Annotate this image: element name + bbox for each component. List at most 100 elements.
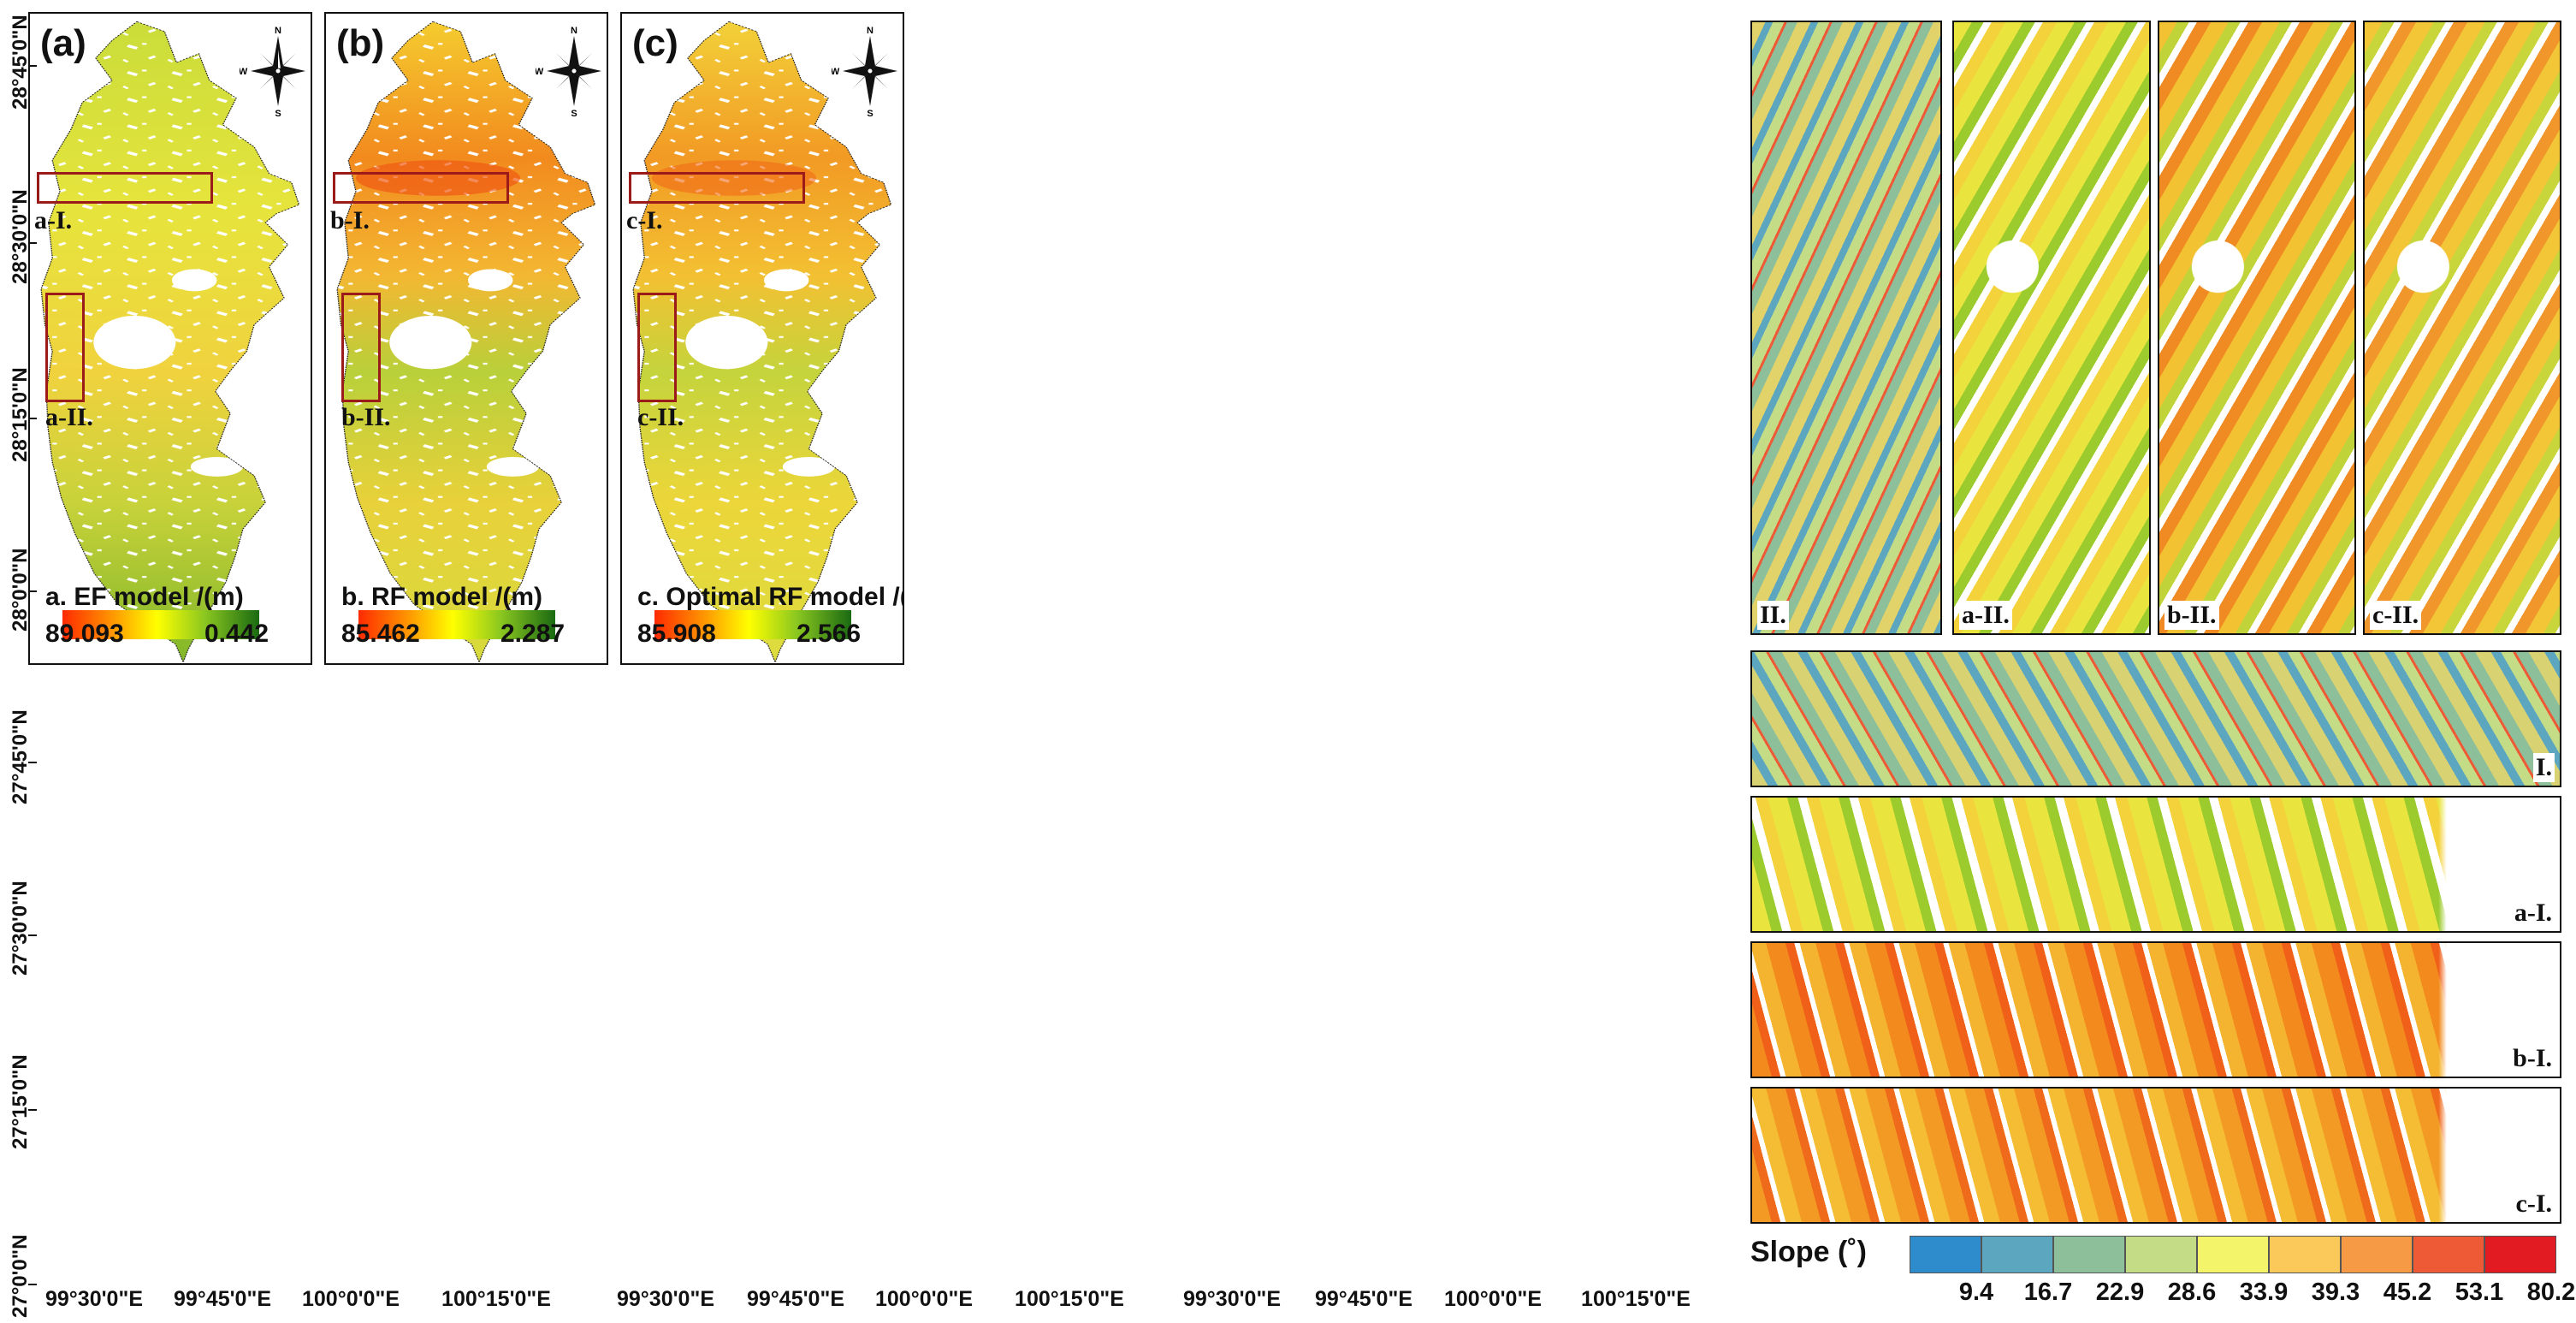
- panel-label-c: (c): [632, 22, 678, 64]
- legend-min-c: 2.566: [796, 620, 862, 648]
- legend-colorbar-c: [654, 610, 851, 639]
- compass-s: S: [571, 109, 577, 118]
- extent-box-II-a: [45, 293, 85, 402]
- legend-max-b: 85.462: [341, 620, 420, 648]
- lon-label-c: 100°0'0"E: [1444, 1287, 1542, 1311]
- lon-label-b: 100°15'0"E: [1015, 1287, 1124, 1311]
- slope-legend-value: 53.1: [2455, 1279, 2504, 1306]
- lon-label-b: 100°0'0"E: [875, 1287, 973, 1311]
- lat-label: 28°45'0"N: [9, 15, 32, 110]
- slope-legend-value: 33.9: [2239, 1279, 2289, 1306]
- legend-colorbar-a: [62, 610, 259, 639]
- lat-label: 27°45'0"N: [9, 709, 32, 804]
- lat-tick: [28, 1109, 37, 1111]
- lat-label: 27°15'0"N: [9, 1054, 32, 1149]
- lon-label-a: 99°45'0"E: [174, 1287, 271, 1311]
- slope-legend-value: 16.7: [2023, 1279, 2073, 1306]
- map-panel-b: (b) N S W E b-I. b-II. b. RF model /(m) …: [324, 12, 608, 665]
- compass-w: W: [536, 67, 544, 77]
- panel-label-b: (b): [336, 22, 385, 64]
- lon-label-c: 99°30'0"E: [1183, 1287, 1281, 1311]
- extent-label-I-c: c-I.: [626, 206, 663, 234]
- slope-legend-swatch: [2484, 1236, 2556, 1273]
- slope-legend-title: Slope (˚): [1750, 1236, 1867, 1268]
- inset-aI: a-I.: [1750, 796, 2561, 933]
- slope-legend-swatch: [2413, 1236, 2484, 1273]
- legend-max-c: 85.908: [637, 620, 716, 648]
- compass-n: N: [571, 26, 577, 36]
- extent-box-II-b: [341, 293, 381, 402]
- slope-legend-swatch: [2269, 1236, 2341, 1273]
- slope-legend-swatch: [1981, 1236, 2053, 1273]
- extent-box-I-c: [629, 172, 805, 204]
- lat-tick: [28, 65, 37, 67]
- lat-tick: [28, 418, 37, 419]
- inset-label-aI: a-I.: [2511, 899, 2555, 928]
- slope-legend-value: 39.3: [2311, 1279, 2360, 1306]
- inset-label-cI: c-I.: [2513, 1190, 2555, 1219]
- lon-label-b: 99°30'0"E: [617, 1287, 714, 1311]
- slope-legend-value: 45.2: [2383, 1279, 2432, 1306]
- lat-tick: [28, 1284, 37, 1285]
- lat-label: 28°30'0"N: [9, 189, 32, 284]
- legend-title-b: b. RF model /(m): [341, 583, 542, 611]
- lat-label: 27°30'0"N: [9, 881, 32, 976]
- lat-label: 27°0'0"N: [9, 1234, 32, 1318]
- map-panel-a: (a) N S W E a-I. a-II. a. EF model /(m) …: [28, 12, 312, 665]
- slope-legend-value: 9.4: [1958, 1279, 1994, 1306]
- legend-title-c: c. Optimal RF model /(m): [637, 583, 903, 611]
- lon-label-c: 99°45'0"E: [1315, 1287, 1412, 1311]
- lat-tick: [28, 242, 37, 244]
- compass-w: W: [832, 67, 840, 77]
- inset-cII: c-II.: [2363, 21, 2561, 635]
- inset-label-II: II.: [1757, 601, 1789, 630]
- compass-rose-icon: N S W E: [831, 24, 904, 119]
- map-panel-c: (c) N S W E c-I. c-II. c. Optimal RF mod…: [620, 12, 904, 665]
- legend-title-a: a. EF model /(m): [45, 583, 244, 611]
- compass-s: S: [867, 109, 873, 118]
- extent-box-II-c: [637, 293, 677, 402]
- compass-rose-icon: N S W E: [535, 24, 608, 119]
- slope-legend-value: 28.6: [2167, 1279, 2217, 1306]
- extent-box-I-a: [37, 172, 213, 204]
- compass-e: E: [606, 67, 608, 77]
- legend-min-b: 2.287: [500, 620, 566, 648]
- panel-label-a: (a): [40, 22, 86, 64]
- slope-legend-swatch: [2125, 1236, 2197, 1273]
- extent-label-II-c: c-II.: [637, 403, 684, 431]
- compass-s: S: [275, 109, 281, 118]
- inset-label-aII: a-II.: [1959, 601, 2012, 630]
- slope-legend-swatch: [2197, 1236, 2269, 1273]
- inset-bII: b-II.: [2158, 21, 2356, 635]
- lon-label-b: 99°45'0"E: [747, 1287, 844, 1311]
- lat-label: 28°15'0"N: [9, 367, 32, 462]
- legend-colorbar-b: [358, 610, 555, 639]
- inset-bI: b-I.: [1750, 941, 2561, 1078]
- lon-label-a: 100°15'0"E: [441, 1287, 551, 1311]
- study-area-map-a: [40, 21, 300, 662]
- compass-e: E: [902, 67, 904, 77]
- lat-tick: [28, 934, 37, 936]
- extent-box-I-b: [333, 172, 509, 204]
- inset-label-cII: c-II.: [2370, 601, 2422, 630]
- lon-label-a: 100°0'0"E: [302, 1287, 400, 1311]
- extent-label-I-b: b-I.: [330, 206, 370, 234]
- inset-label-bII: b-II.: [2164, 601, 2219, 630]
- extent-label-II-a: a-II.: [45, 403, 93, 431]
- lon-label-c: 100°15'0"E: [1581, 1287, 1691, 1311]
- lat-tick: [28, 590, 37, 592]
- inset-aII: a-II.: [1952, 21, 2151, 635]
- compass-rose-icon: N S W E: [239, 24, 312, 119]
- slope-legend-swatch: [2341, 1236, 2413, 1273]
- extent-label-I-a: a-I.: [34, 206, 73, 234]
- compass-n: N: [275, 26, 281, 36]
- inset-label-I: I.: [2532, 753, 2555, 782]
- legend-max-a: 89.093: [45, 620, 124, 648]
- compass-w: W: [240, 67, 248, 77]
- slope-legend-swatch: [2053, 1236, 2125, 1273]
- legend-min-a: 0.442: [204, 620, 269, 648]
- inset-II-slope: II.: [1750, 21, 1942, 635]
- slope-legend-value: 22.9: [2095, 1279, 2145, 1306]
- lat-tick: [28, 762, 37, 763]
- compass-e: E: [310, 67, 312, 77]
